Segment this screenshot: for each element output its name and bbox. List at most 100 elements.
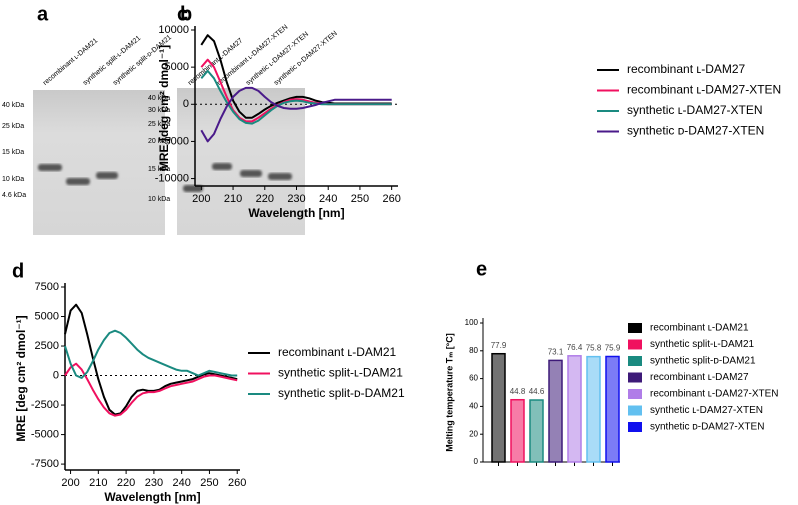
panel-label: b	[180, 3, 192, 25]
legend-label: recombinant ʟ-DAM27-XTEN	[627, 83, 781, 97]
value-label: 75.9	[605, 344, 621, 353]
value-label: 76.4	[567, 343, 583, 352]
cd-line	[200, 86, 392, 143]
legend-label: synthetic ᴅ-DAM27-XTEN	[650, 422, 764, 433]
x-tick-label: 240	[319, 193, 337, 205]
legend-label: synthetic ʟ-DAM27-XTEN	[650, 405, 763, 416]
y-tick-label: 5000	[165, 61, 189, 73]
y-tick-label: -10000	[155, 172, 189, 184]
bar	[567, 355, 582, 463]
legend-label: synthetic ʟ-DAM27-XTEN	[627, 103, 763, 117]
y-tick-label: 10000	[158, 24, 189, 36]
protein-band	[268, 173, 292, 180]
y-tick-label: 0	[474, 457, 479, 466]
marker-label: 25 kDa	[2, 123, 24, 130]
bar	[605, 355, 620, 463]
x-tick-label: 230	[145, 477, 163, 489]
legend-swatch	[628, 372, 642, 383]
x-tick-label: 230	[287, 193, 305, 205]
y-tick-label: 2500	[35, 340, 59, 352]
legend-swatch	[628, 339, 642, 350]
legend-swatch	[628, 389, 642, 399]
marker-label: 4.6 kDa	[2, 192, 26, 199]
x-tick-label: 240	[172, 477, 190, 489]
bar	[586, 355, 601, 463]
marker-label: 20 kDa	[148, 138, 170, 145]
protein-band	[66, 178, 90, 185]
legend-label: recombinant ʟ-DAM27	[650, 372, 749, 383]
bar	[548, 359, 563, 463]
cd-line	[64, 329, 238, 379]
y-tick-label: -5000	[161, 135, 189, 147]
value-label: 77.9	[491, 341, 507, 350]
x-axis-title: Wavelength [nm]	[248, 206, 344, 220]
cd-line	[200, 69, 392, 125]
value-label: 75.8	[586, 344, 602, 353]
y-tick-label: -5000	[31, 428, 59, 440]
y-tick-label: 60	[469, 374, 478, 383]
x-tick-label: 220	[256, 193, 274, 205]
panel-label: a	[37, 3, 49, 25]
legend-swatch	[628, 356, 642, 366]
bar	[491, 352, 506, 463]
x-tick-label: 250	[200, 477, 218, 489]
legend-label: synthetic split-ᴅ-DAM21	[650, 356, 756, 367]
legend-label: recombinant ʟ-DAM27	[627, 62, 746, 76]
legend-label: recombinant ʟ-DAM27-XTEN	[650, 389, 779, 400]
x-tick-label: 200	[61, 477, 79, 489]
y-tick-label: -2500	[31, 399, 59, 411]
protein-band	[38, 164, 62, 171]
marker-label: 30 kDa	[148, 107, 170, 114]
x-tick-label: 200	[192, 193, 210, 205]
y-tick-label: 0	[183, 98, 189, 110]
x-tick-label: 250	[351, 193, 369, 205]
legend-label: synthetic split-ᴅ-DAM21	[278, 386, 405, 400]
value-label: 44.6	[529, 387, 545, 396]
marker-label: 10 kDa	[2, 176, 24, 183]
panel-label: c	[177, 3, 188, 25]
y-axis-title: MRE [deg cm² dmol⁻¹]	[14, 315, 28, 441]
value-label: 44.8	[510, 387, 526, 396]
value-label: 73.1	[548, 348, 564, 357]
marker-label: 40 kDa	[2, 102, 24, 109]
marker-label: 15 kDa	[148, 166, 170, 173]
y-tick-label: 20	[469, 429, 478, 438]
y-axis-title: Melting temperature Tₘ [°C]	[444, 333, 454, 452]
marker-label: 10 kDa	[148, 196, 170, 203]
protein-band	[212, 163, 232, 170]
x-tick-label: 210	[89, 477, 107, 489]
legend-label: recombinant ʟ-DAM21	[650, 323, 749, 334]
marker-label: 25 kDa	[148, 121, 170, 128]
bar	[529, 399, 544, 463]
y-tick-label: 7500	[35, 281, 59, 293]
x-tick-label: 210	[224, 193, 242, 205]
marker-label: 15 kDa	[2, 149, 24, 156]
y-tick-label: 100	[465, 318, 479, 327]
legend-label: synthetic split-ʟ-DAM21	[278, 366, 403, 380]
bar	[510, 398, 525, 463]
legend-swatch	[628, 323, 642, 333]
x-tick-label: 220	[117, 477, 135, 489]
x-tick-label: 260	[382, 193, 400, 205]
marker-label: 40 kDa	[148, 95, 170, 102]
protein-band	[240, 170, 262, 177]
legend-label: synthetic split-ʟ-DAM21	[650, 339, 755, 350]
x-tick-label: 260	[228, 477, 246, 489]
legend-swatch	[628, 422, 642, 432]
cd-line	[64, 362, 238, 417]
y-tick-label: 40	[469, 402, 478, 411]
legend-swatch	[628, 405, 642, 416]
y-tick-label: 80	[469, 346, 478, 355]
y-tick-label: 5000	[35, 310, 59, 322]
gel-image	[33, 90, 165, 235]
y-tick-label: 0	[53, 369, 59, 381]
panel-label: e	[476, 258, 487, 280]
y-axis-title: MRE [deg cm² dmol⁻¹]	[157, 45, 171, 171]
panel-label: d	[12, 260, 24, 282]
protein-band	[96, 172, 118, 179]
legend-label: recombinant ʟ-DAM21	[278, 345, 397, 359]
legend-label: synthetic ᴅ-DAM27-XTEN	[627, 124, 764, 138]
x-axis-title: Wavelength [nm]	[104, 490, 200, 504]
y-tick-label: -7500	[31, 458, 59, 470]
